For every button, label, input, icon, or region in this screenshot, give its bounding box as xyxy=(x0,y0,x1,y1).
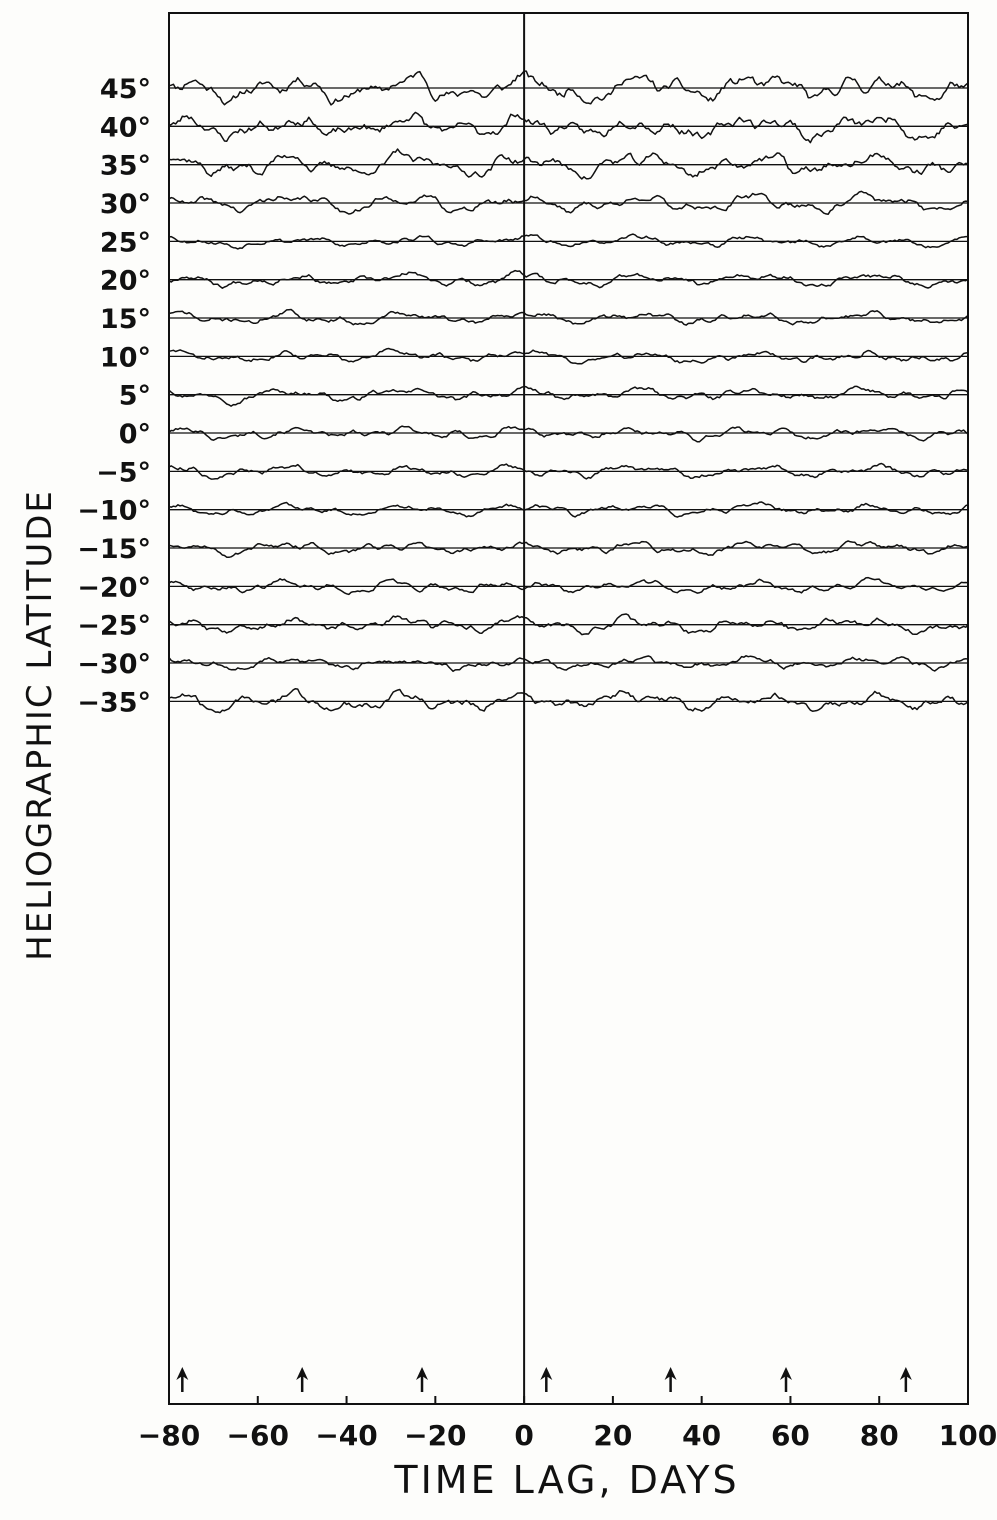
arrow-icon xyxy=(780,1367,793,1380)
trace--35 xyxy=(168,687,969,714)
y-tick-label: 40° xyxy=(100,112,151,143)
arrow-icon xyxy=(176,1367,189,1380)
y-tick-label: 30° xyxy=(100,189,151,220)
series-traces xyxy=(168,70,969,714)
trace--20 xyxy=(168,576,969,596)
arrow-icon xyxy=(416,1367,429,1380)
y-tick-label: −20° xyxy=(77,572,151,603)
trace--30 xyxy=(168,655,969,673)
arrow-icon xyxy=(899,1367,912,1380)
y-tick-label: −5° xyxy=(96,457,151,488)
arrow-icon xyxy=(664,1367,677,1380)
x-tick-label: −60 xyxy=(227,1419,289,1452)
y-tick-label: 5° xyxy=(119,381,151,412)
y-tick-label: −35° xyxy=(77,687,151,718)
trace-45 xyxy=(168,70,969,106)
trace-40 xyxy=(168,111,969,144)
y-tick-label: 20° xyxy=(100,266,151,297)
x-tick-label: 20 xyxy=(593,1419,632,1452)
y-tick-label: −25° xyxy=(77,611,151,642)
x-axis-title: TIME LAG, DAYS xyxy=(394,1458,740,1502)
y-tick-labels: 45° 40° 35° 30° 25° 20° 15° 10° 5° 0° −5° −10° −15° −… xyxy=(77,74,151,718)
arrow-icon xyxy=(296,1367,309,1380)
trace-5 xyxy=(168,385,969,407)
y-tick-label: 15° xyxy=(100,304,151,335)
x-tick-label: 100 xyxy=(939,1419,997,1452)
x-tick-label: 60 xyxy=(771,1419,810,1452)
x-tick-label: −80 xyxy=(138,1419,200,1452)
x-tick-label: 80 xyxy=(860,1419,899,1452)
plot-frame xyxy=(168,12,969,1405)
y-tick-label: 0° xyxy=(119,419,151,450)
y-tick-label: 45° xyxy=(100,74,151,105)
x-tick-label: 0 xyxy=(514,1419,533,1452)
y-axis-title: HELIOGRAPHIC LATITUDE xyxy=(20,489,60,961)
y-tick-label: 25° xyxy=(100,227,151,258)
trace--25 xyxy=(168,613,969,636)
y-tick-label: 35° xyxy=(100,151,151,182)
y-tick-label: −10° xyxy=(77,496,151,527)
trace-30 xyxy=(168,190,969,215)
trace--10 xyxy=(168,501,969,518)
trace--5 xyxy=(168,462,969,480)
period-arrows xyxy=(176,1367,912,1392)
trace--15 xyxy=(168,540,969,559)
y-tick-label: −15° xyxy=(77,534,151,565)
x-tick-label: −40 xyxy=(315,1419,377,1452)
y-tick-label: 10° xyxy=(100,342,151,373)
trace-35 xyxy=(168,148,969,180)
arrow-icon xyxy=(540,1367,553,1380)
x-tick-label: −20 xyxy=(404,1419,466,1452)
x-tick-label: 40 xyxy=(682,1419,721,1452)
trace-10 xyxy=(168,347,969,365)
trace-25 xyxy=(168,233,968,250)
x-tick-labels: −80 −60 −40 −20 0 20 40 60 80 100 xyxy=(138,1419,997,1452)
y-tick-label: −30° xyxy=(77,649,151,680)
trace-0 xyxy=(168,425,969,443)
trace-20 xyxy=(168,269,969,289)
x-ticks xyxy=(168,1396,969,1404)
trace-15 xyxy=(168,308,969,326)
